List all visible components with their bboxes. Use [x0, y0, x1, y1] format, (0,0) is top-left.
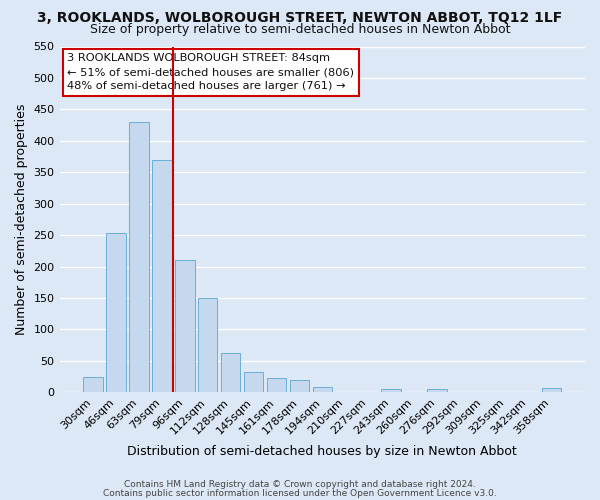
Bar — [427, 389, 446, 392]
Bar — [313, 388, 332, 392]
Bar — [83, 376, 103, 392]
Text: 3, ROOKLANDS, WOLBOROUGH STREET, NEWTON ABBOT, TQ12 1LF: 3, ROOKLANDS, WOLBOROUGH STREET, NEWTON … — [37, 12, 563, 26]
Bar — [381, 389, 401, 392]
Bar — [267, 378, 286, 392]
X-axis label: Distribution of semi-detached houses by size in Newton Abbot: Distribution of semi-detached houses by … — [127, 444, 517, 458]
Bar — [221, 352, 241, 393]
Text: Size of property relative to semi-detached houses in Newton Abbot: Size of property relative to semi-detach… — [90, 22, 510, 36]
Text: 3 ROOKLANDS WOLBOROUGH STREET: 84sqm
← 51% of semi-detached houses are smaller (: 3 ROOKLANDS WOLBOROUGH STREET: 84sqm ← 5… — [67, 54, 355, 92]
Bar — [198, 298, 217, 392]
Bar — [290, 380, 309, 392]
Text: Contains HM Land Registry data © Crown copyright and database right 2024.: Contains HM Land Registry data © Crown c… — [124, 480, 476, 489]
Bar — [244, 372, 263, 392]
Bar — [129, 122, 149, 392]
Bar — [175, 260, 194, 392]
Text: Contains public sector information licensed under the Open Government Licence v3: Contains public sector information licen… — [103, 489, 497, 498]
Bar — [152, 160, 172, 392]
Bar — [542, 388, 561, 392]
Bar — [106, 233, 126, 392]
Y-axis label: Number of semi-detached properties: Number of semi-detached properties — [15, 104, 28, 335]
